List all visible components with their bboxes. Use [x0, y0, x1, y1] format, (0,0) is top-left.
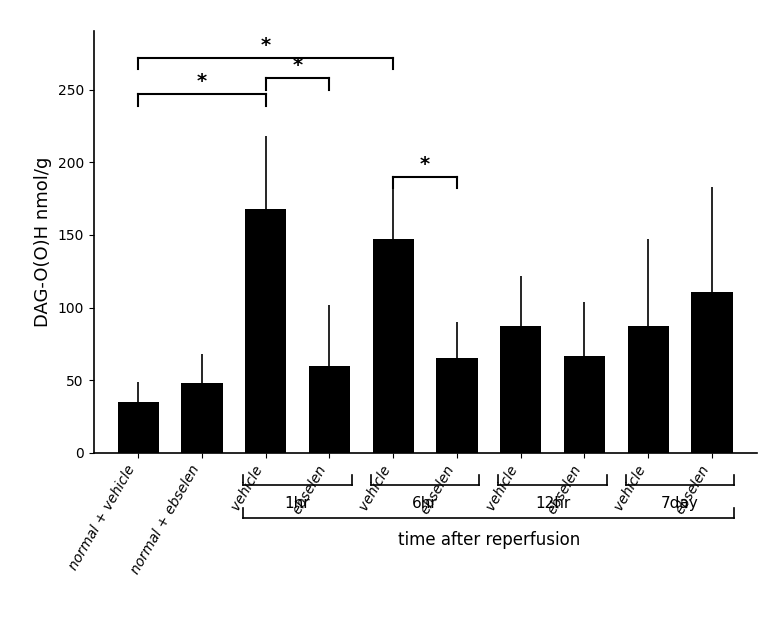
- Text: *: *: [197, 72, 207, 91]
- Text: 6hr: 6hr: [412, 496, 438, 511]
- Y-axis label: DAG-O(O)H nmol/g: DAG-O(O)H nmol/g: [34, 157, 52, 327]
- Bar: [500, 326, 541, 453]
- Text: *: *: [261, 36, 271, 55]
- Bar: [181, 383, 223, 453]
- Bar: [118, 402, 159, 453]
- Text: *: *: [292, 56, 303, 75]
- Text: 1hr: 1hr: [285, 496, 310, 511]
- Bar: [245, 209, 286, 453]
- Text: 7day: 7day: [661, 496, 699, 511]
- Bar: [373, 239, 414, 453]
- Text: *: *: [420, 155, 430, 174]
- Text: time after reperfusion: time after reperfusion: [398, 532, 580, 549]
- Bar: [436, 359, 477, 453]
- Bar: [564, 355, 605, 453]
- Bar: [691, 292, 732, 453]
- Bar: [309, 365, 350, 453]
- Bar: [627, 326, 669, 453]
- Text: 12hr: 12hr: [535, 496, 570, 511]
